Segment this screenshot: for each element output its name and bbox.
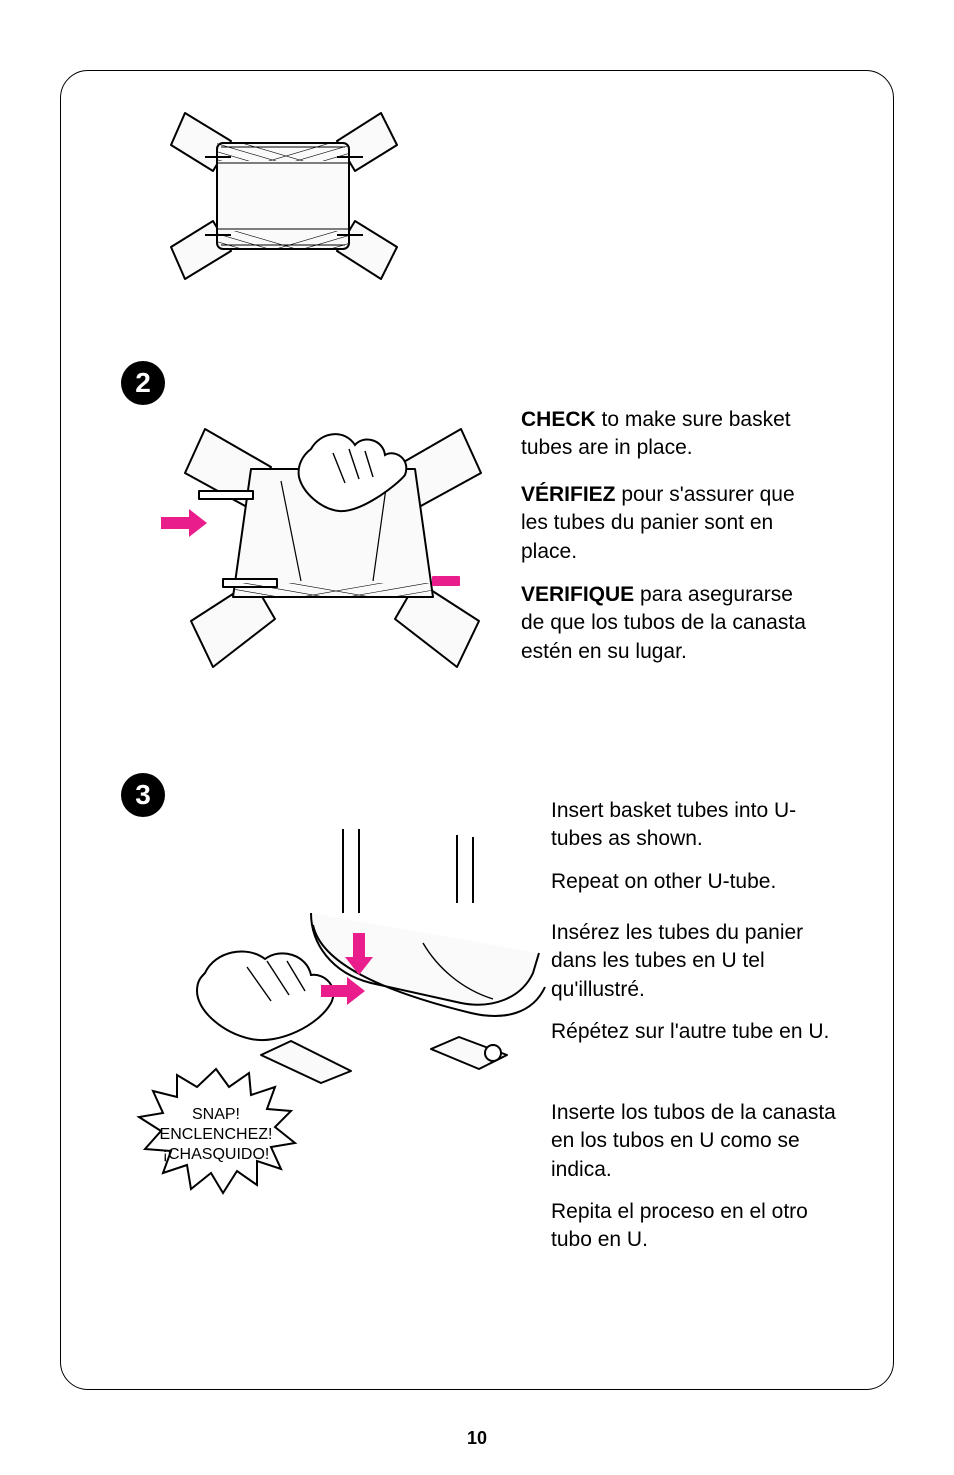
step3-text-en: Insert basket tubes into U-tubes as show… — [551, 797, 841, 910]
step-number-2: 2 — [121, 361, 165, 405]
illustration-basket-top — [141, 81, 421, 311]
step3-es-p1: Inserte los tubos de la canasta en los t… — [551, 1099, 841, 1184]
page-number: 10 — [0, 1428, 954, 1449]
step2-fr-bold: VÉRIFIEZ — [521, 483, 616, 506]
step2-es-bold: VERIFIQUE — [521, 583, 634, 606]
step3-en-p2: Repeat on other U-tube. — [551, 868, 841, 896]
step2-text-fr: VÉRIFIEZ pour s'assurer que les tubes du… — [521, 481, 821, 580]
step3-es-p2: Repita el proceso en el otro tubo en U. — [551, 1198, 841, 1255]
step2-text-en: CHECK to make sure basket tubes are in p… — [521, 406, 821, 477]
step-number-3: 3 — [121, 773, 165, 817]
starburst-l2: ENCLENCHEZ! — [146, 1125, 286, 1145]
starburst-l3: ¡CHASQUIDO! — [146, 1145, 286, 1165]
step2-text-es: VERIFIQUE para asegurarse de que los tub… — [521, 581, 821, 680]
step3-text-es: Inserte los tubos de la canasta en los t… — [551, 1099, 841, 1269]
step-number-2-label: 2 — [135, 367, 151, 399]
step3-fr-p1: Insérez les tubes du panier dans les tub… — [551, 919, 841, 1004]
starburst-l1: SNAP! — [146, 1105, 286, 1125]
step2-en-bold: CHECK — [521, 408, 596, 431]
step3-en-p1: Insert basket tubes into U-tubes as show… — [551, 797, 841, 854]
step3-fr-p2: Répétez sur l'autre tube en U. — [551, 1018, 841, 1046]
starburst-text: SNAP! ENCLENCHEZ! ¡CHASQUIDO! — [146, 1105, 286, 1165]
step-number-3-label: 3 — [135, 779, 151, 811]
page-frame: 2 — [60, 70, 894, 1390]
step3-text-fr: Insérez les tubes du panier dans les tub… — [551, 919, 841, 1060]
illustration-step-2 — [141, 401, 511, 701]
